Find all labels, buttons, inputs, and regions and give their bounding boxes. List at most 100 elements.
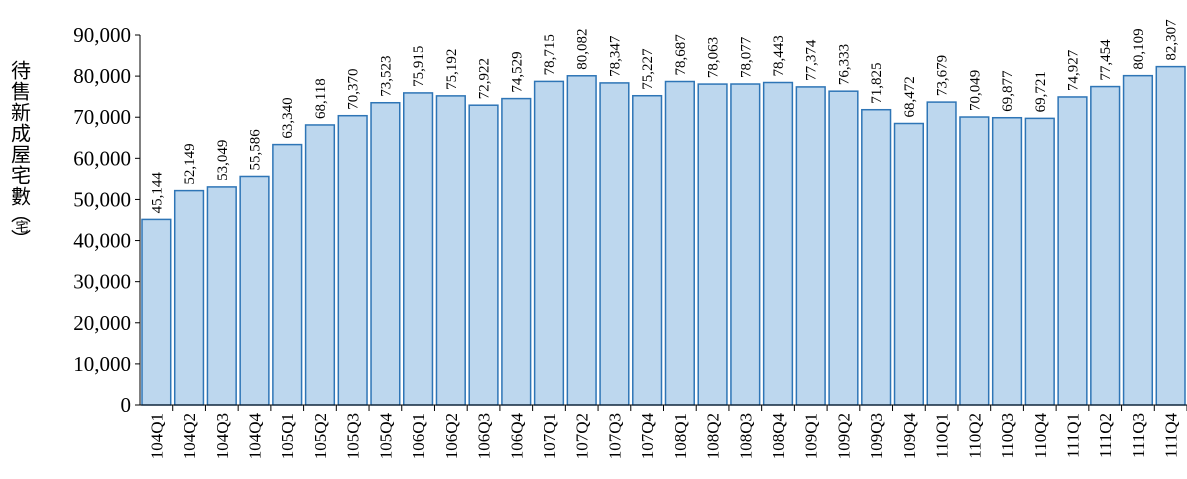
x-tick-label-106Q1: 106Q1 [409, 413, 428, 459]
bar-106Q4 [501, 97, 532, 406]
y-tick-label: 0 [121, 393, 132, 417]
value-label-111Q3: 80,109 [1131, 28, 1147, 69]
y-axis-paren-open: （ [7, 203, 32, 223]
x-tick-label-110Q3: 110Q3 [998, 413, 1017, 459]
x-tick-label-107Q4: 107Q4 [638, 413, 657, 460]
bar-110Q2 [959, 116, 990, 406]
bars [141, 65, 1186, 406]
y-axis-label: 待售新成屋宅數 [7, 60, 32, 207]
bar-109Q2 [828, 90, 859, 406]
bar-108Q2 [697, 83, 728, 406]
x-tick-label-105Q2: 105Q2 [311, 413, 330, 459]
value-label-108Q3: 78,077 [738, 36, 754, 78]
x-tick-label-108Q3: 108Q3 [736, 413, 755, 459]
bar-110Q3 [991, 116, 1023, 406]
y-axis-ticks: 0 10,000 20,000 30,000 40,000 50,000 60,000 70,… [73, 23, 140, 417]
value-label-105Q2: 68,118 [313, 78, 329, 119]
value-label-106Q4: 74,529 [509, 51, 525, 92]
value-label-108Q1: 78,687 [673, 34, 689, 76]
value-labels: 45,144 52,149 53,049 55,586 63,340 68,118 70,3… [149, 19, 1179, 214]
y-tick-label: 30,000 [73, 270, 131, 294]
y-tick-label: 10,000 [73, 352, 131, 376]
x-tick-label-104Q4: 104Q4 [246, 413, 265, 460]
x-tick-label-105Q4: 105Q4 [376, 413, 395, 460]
value-label-110Q1: 73,679 [935, 55, 951, 96]
x-tick-label-110Q1: 110Q1 [933, 413, 952, 459]
value-label-110Q3: 69,877 [1000, 70, 1016, 112]
bar-110Q4 [1024, 117, 1055, 406]
value-label-108Q4: 78,443 [771, 35, 787, 76]
bar-106Q3 [468, 104, 499, 406]
x-tick-label-111Q1: 111Q1 [1063, 413, 1082, 458]
value-label-109Q1: 77,374 [804, 39, 820, 81]
value-label-106Q1: 75,915 [411, 46, 427, 87]
y-tick-label: 60,000 [73, 146, 131, 170]
value-label-106Q3: 72,922 [477, 58, 493, 99]
value-label-108Q2: 78,063 [706, 37, 722, 78]
x-tick-label-106Q3: 106Q3 [475, 413, 494, 459]
value-label-106Q2: 75,192 [444, 49, 460, 90]
x-tick-label-111Q2: 111Q2 [1096, 413, 1115, 458]
bar-108Q3 [730, 83, 761, 406]
x-tick-label-107Q3: 107Q3 [605, 413, 624, 459]
bar-105Q2 [304, 124, 336, 406]
value-label-107Q4: 75,227 [640, 48, 656, 90]
x-tick-label-107Q1: 107Q1 [540, 413, 559, 459]
x-tick-label-108Q2: 108Q2 [704, 413, 723, 459]
y-tick-label: 40,000 [73, 229, 131, 253]
value-label-107Q1: 78,715 [542, 34, 558, 75]
x-tick-label-111Q4: 111Q4 [1162, 413, 1181, 459]
x-tick-label-111Q3: 111Q3 [1129, 413, 1148, 458]
value-label-105Q3: 70,370 [346, 68, 362, 109]
bar-104Q4 [239, 175, 270, 406]
bar-107Q4 [632, 94, 663, 406]
value-label-111Q1: 74,927 [1065, 49, 1081, 91]
bar-111Q4 [1155, 65, 1186, 406]
bar-110Q1 [926, 101, 957, 406]
bar-106Q1 [403, 92, 434, 406]
bar-104Q1 [141, 218, 172, 406]
bar-111Q2 [1090, 85, 1121, 406]
x-tick-label-108Q1: 108Q1 [671, 413, 690, 459]
y-tick-label: 80,000 [73, 64, 131, 88]
x-tick-label-109Q3: 109Q3 [867, 413, 886, 459]
x-tick-label-110Q2: 110Q2 [965, 413, 984, 459]
x-tick-label-109Q1: 109Q1 [802, 413, 821, 459]
y-tick-label: 70,000 [73, 105, 131, 129]
value-label-104Q1: 45,144 [149, 172, 165, 214]
value-label-110Q2: 70,049 [967, 70, 983, 111]
x-tick-label-106Q2: 106Q2 [442, 413, 461, 459]
x-tick-label-105Q3: 105Q3 [344, 413, 363, 459]
x-tick-label-104Q3: 104Q3 [213, 413, 232, 459]
x-tick-label-104Q2: 104Q2 [180, 413, 199, 459]
bar-108Q4 [762, 81, 794, 406]
value-label-110Q4: 69,721 [1033, 71, 1049, 112]
x-tick-label-107Q2: 107Q2 [573, 413, 592, 459]
value-label-109Q2: 76,333 [836, 44, 852, 85]
value-label-109Q3: 71,825 [869, 62, 885, 103]
x-tick-label-105Q1: 105Q1 [278, 413, 297, 459]
x-axis-ticks: 104Q1 104Q2 104Q3 104Q4 105Q1 105Q2 105Q3 105Q4… [147, 405, 1187, 459]
value-label-111Q2: 77,454 [1098, 39, 1114, 81]
value-label-107Q3: 78,347 [607, 35, 623, 77]
bar-104Q2 [173, 189, 205, 406]
value-label-109Q4: 68,472 [902, 76, 918, 117]
y-axis-unit: 宅 [12, 220, 28, 233]
x-tick-label-106Q4: 106Q4 [507, 413, 526, 460]
value-label-111Q4: 82,307 [1164, 19, 1180, 61]
y-axis-title: 待售新成屋宅數 （ 宅 ） [4, 60, 36, 330]
bar-107Q3 [599, 82, 630, 406]
bar-111Q1 [1057, 96, 1088, 406]
bar-104Q3 [206, 186, 237, 406]
value-label-105Q4: 73,523 [378, 55, 394, 96]
y-axis-paren-close: ） [7, 229, 32, 249]
bar-109Q1 [795, 86, 826, 406]
bar-105Q1 [272, 143, 303, 406]
y-tick-label: 20,000 [73, 311, 131, 335]
y-tick-label: 50,000 [73, 187, 131, 211]
bar-105Q4 [370, 101, 401, 406]
value-label-105Q1: 63,340 [280, 97, 296, 138]
x-tick-label-109Q4: 109Q4 [900, 413, 919, 460]
bar-107Q1 [533, 80, 565, 406]
value-label-107Q2: 80,082 [575, 29, 591, 70]
